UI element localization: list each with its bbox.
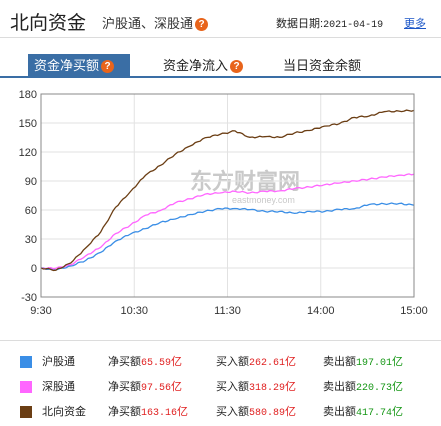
legend-row-sh: 沪股通 净买额65.59亿 买入额262.61亿 卖出额197.01亿 [0,351,441,373]
series-line-3 [40,109,415,272]
legend-row-north: 北向资金 净买额163.16亿 买入额580.89亿 卖出额417.74亿 [0,401,441,423]
net-label: 净买额 [108,406,141,418]
tab-bar: 资金净买额? 资金净流入? 当日资金余额 [0,48,441,78]
legend-buy-sz: 买入额318.29亿 [216,376,296,400]
buy-value: 318.29 [249,383,286,394]
tab-net-inflow-label: 资金净流入 [163,58,229,73]
legend-net-sh: 净买额65.59亿 [108,351,182,375]
legend-name-sz: 深股通 [42,381,75,393]
series-line-2 [40,173,415,270]
sell-label: 卖出额 [323,406,356,418]
net-value: 163.16 [141,408,178,419]
legend-name-north: 北向资金 [42,406,86,418]
plot-frame [40,93,415,298]
legend-swatch-north [20,406,32,418]
subtitle: 沪股通、深股通? [102,13,209,32]
y-tick-label: 0 [31,263,37,275]
data-date-value: 2021-04-19 [323,20,384,31]
sell-label: 卖出额 [323,356,356,368]
header: 北向资金 沪股通、深股通? 数据日期:2021-04-19 更多 [0,0,441,38]
subtitle-text: 沪股通、深股通 [102,16,194,31]
unit: 亿 [171,381,183,393]
unit: 亿 [392,381,404,393]
net-label: 净买额 [108,356,141,368]
legend-sell-north: 卖出额417.74亿 [323,401,403,425]
legend-sell-sz: 卖出额220.73亿 [323,376,403,400]
legend-buy-sh: 买入额262.61亿 [216,351,296,375]
help-icon[interactable]: ? [195,18,209,32]
unit: 亿 [285,381,297,393]
legend-table: 沪股通 净买额65.59亿 买入额262.61亿 卖出额197.01亿 深股通 … [0,340,441,426]
net-label: 净买额 [108,381,141,393]
unit: 亿 [285,406,297,418]
x-tick-label: 15:00 [400,305,428,317]
unit: 亿 [171,356,183,368]
series-line-1 [40,202,415,271]
unit: 亿 [177,406,189,418]
watermark: 东方财富网 eastmoney.com [190,169,300,205]
watermark-en: eastmoney.com [232,195,295,205]
x-tick-label: 10:30 [120,305,148,317]
legend-row-sz: 深股通 净买额97.56亿 买入额318.29亿 卖出额220.73亿 [0,376,441,398]
tab-day-balance[interactable]: 当日资金余额 [283,54,361,78]
tab-net-buy[interactable]: 资金净买额? [28,54,130,78]
tab-net-buy-label: 资金净买额 [34,58,100,73]
y-tick-label: 30 [25,234,37,246]
sell-label: 卖出额 [323,381,356,393]
north-flow-chart: 东方财富网 eastmoney.com 1801501209060300-30 … [19,89,428,317]
legend-net-sz: 净买额97.56亿 [108,376,182,400]
sell-value: 197.01 [356,358,393,369]
unit: 亿 [392,356,404,368]
legend-swatch-sh [20,356,32,368]
legend-swatch-sz [20,381,32,393]
buy-value: 262.61 [249,358,286,369]
y-tick-label: 90 [25,176,37,188]
more-link[interactable]: 更多 [404,18,426,30]
help-icon[interactable]: ? [101,60,115,74]
legend-net-north: 净买额163.16亿 [108,401,188,425]
net-value: 65.59 [141,358,172,369]
buy-label: 买入额 [216,356,249,368]
net-value: 97.56 [141,383,172,394]
tab-day-balance-label: 当日资金余额 [283,58,362,73]
y-tick-label: 180 [19,89,37,101]
page-title: 北向资金 [10,13,87,34]
legend-buy-north: 买入额580.89亿 [216,401,296,425]
y-tick-label: -30 [21,292,37,304]
x-tick-label: 9:30 [30,305,51,317]
legend-name-sh: 沪股通 [42,356,75,368]
y-tick-label: 120 [19,147,37,159]
unit: 亿 [285,356,297,368]
help-icon[interactable]: ? [230,60,244,74]
data-date-label: 数据日期: [276,18,324,30]
y-tick-label: 60 [25,205,37,217]
buy-value: 580.89 [249,408,286,419]
unit: 亿 [392,406,404,418]
data-date: 数据日期:2021-04-19 [276,15,383,31]
buy-label: 买入额 [216,381,249,393]
sell-value: 417.74 [356,408,393,419]
sell-value: 220.73 [356,383,393,394]
x-tick-label: 11:30 [214,305,241,317]
legend-sell-sh: 卖出额197.01亿 [323,351,403,375]
tab-net-inflow[interactable]: 资金净流入? [163,54,244,78]
y-tick-label: 150 [19,118,37,130]
buy-label: 买入额 [216,406,249,418]
x-tick-label: 14:00 [307,305,335,317]
